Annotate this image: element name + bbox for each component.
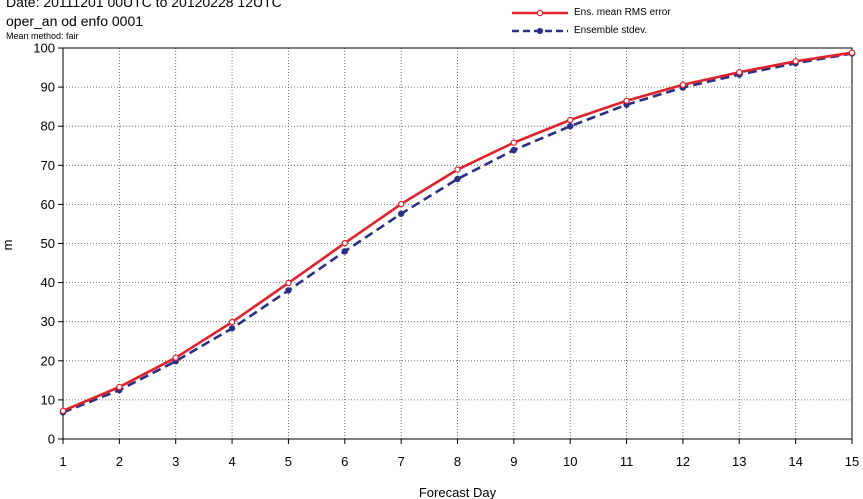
data-point-stdev (341, 248, 348, 255)
data-point-rms-error (454, 166, 461, 173)
data-point-stdev (567, 122, 574, 130)
series-line-stdev (62, 52, 853, 414)
y-tick-label: 70 (41, 158, 55, 173)
chart-series (59, 49, 856, 416)
x-tick-label: 7 (398, 454, 405, 469)
data-point-stdev (228, 325, 236, 332)
y-tick-label: 90 (41, 80, 55, 95)
x-tick-label: 14 (788, 454, 802, 469)
x-tick-label: 10 (563, 454, 577, 469)
data-point-stdev (397, 210, 405, 217)
y-tick-label: 100 (33, 41, 55, 56)
data-point-rms-error (341, 239, 348, 247)
data-point-rms-error (679, 81, 687, 88)
data-point-rms-error (228, 318, 236, 326)
legend-swatch-stdev (512, 27, 568, 35)
y-tick-label: 80 (41, 119, 55, 134)
y-tick-label: 50 (41, 236, 55, 251)
data-point-rms-error (510, 139, 518, 146)
x-tick-label: 11 (620, 454, 634, 469)
data-point-rms-error (397, 200, 405, 208)
mean-method-label: Mean method: fair (6, 31, 79, 41)
x-tick-label: 15 (845, 454, 859, 469)
x-tick-label: 1 (59, 454, 66, 469)
legend-swatch-rms-error (512, 9, 568, 17)
data-point-rms-error (285, 279, 292, 287)
data-point-rms-error (623, 97, 630, 104)
y-tick-label: 10 (41, 392, 55, 407)
legend-label-rms-error: Ens. mean RMS error (574, 7, 671, 18)
data-point-stdev (285, 287, 292, 294)
x-tick-label: 5 (285, 454, 292, 469)
chart-subtitle: oper_an od enfo 0001 (6, 13, 144, 29)
data-point-rms-error (172, 354, 179, 361)
chart-grid (63, 48, 852, 439)
data-point-rms-error (567, 116, 574, 124)
chart-date-range: Date: 20111201 00UTC to 20120228 12UTC (6, 0, 282, 10)
x-tick-label: 2 (116, 454, 123, 469)
x-tick-label: 3 (172, 454, 179, 469)
data-point-stdev (510, 146, 518, 154)
x-axis-label: Forecast Day (419, 485, 497, 499)
data-point-stdev (454, 175, 461, 183)
data-point-rms-error (792, 58, 799, 65)
y-axis-label: m (0, 240, 15, 251)
data-point-rms-error (736, 69, 743, 76)
x-tick-label: 8 (454, 454, 461, 469)
data-point-rms-error (59, 407, 67, 415)
y-tick-label: 20 (41, 353, 55, 368)
y-tick-label: 40 (41, 275, 55, 290)
y-tick-label: 0 (48, 432, 55, 447)
y-tick-label: 60 (41, 197, 55, 212)
data-point-rms-error (116, 383, 123, 391)
y-tick-label: 30 (41, 314, 55, 329)
data-point-rms-error (848, 49, 856, 56)
x-tick-label: 9 (510, 454, 517, 469)
x-tick-label: 4 (228, 454, 235, 469)
x-tick-label: 13 (732, 454, 746, 469)
legend-label-stdev: Ensemble stdev. (574, 25, 648, 36)
x-tick-label: 6 (341, 454, 348, 469)
x-tick-label: 12 (676, 454, 690, 469)
